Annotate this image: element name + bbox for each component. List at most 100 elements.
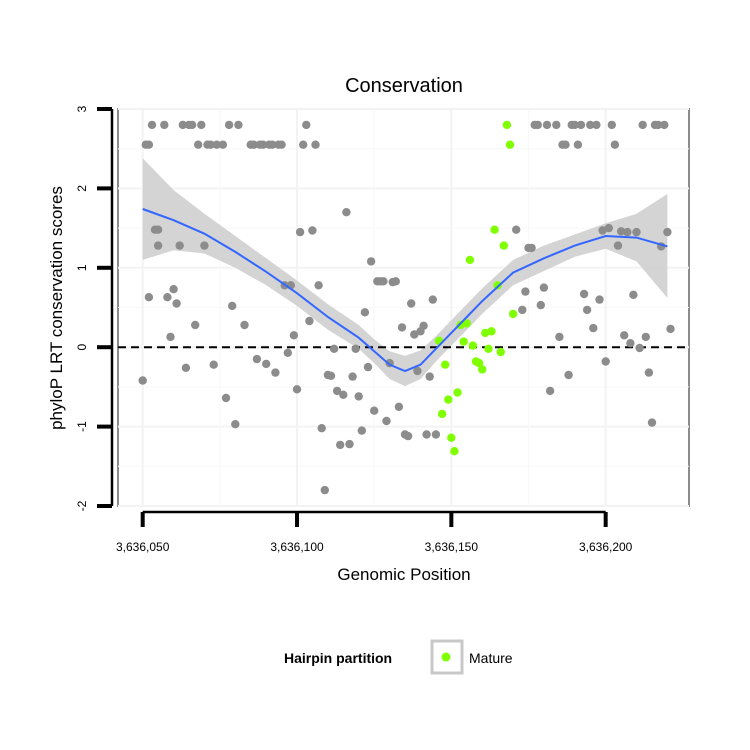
mature-point: [462, 319, 471, 328]
x-tick-label: 3,636,200: [579, 540, 633, 554]
mature-point: [465, 255, 475, 265]
background-point: [666, 324, 675, 334]
y-tick-label: 2: [75, 185, 89, 192]
background-point: [354, 392, 363, 401]
background-point: [595, 295, 604, 304]
background-point: [336, 440, 345, 450]
legend: Hairpin partition Mature: [284, 639, 513, 675]
background-point: [635, 343, 644, 353]
background-point: [397, 323, 407, 332]
background-point: [200, 241, 209, 250]
background-point: [194, 140, 203, 149]
background-point: [311, 140, 320, 149]
background-point: [166, 332, 175, 342]
background-point: [138, 376, 147, 385]
mature-point: [502, 120, 512, 130]
background-point: [357, 426, 366, 435]
background-point: [518, 305, 527, 315]
background-point: [610, 140, 620, 149]
y-axis-label: phyloP LRT conservation scores: [47, 186, 66, 430]
background-point: [542, 120, 552, 130]
background-point: [234, 120, 243, 130]
mature-point: [493, 281, 502, 290]
background-point: [644, 368, 654, 377]
background-point: [277, 140, 286, 149]
background-point: [391, 277, 400, 286]
background-point: [521, 287, 530, 296]
mature-point: [499, 241, 508, 250]
mature-point: [444, 395, 453, 404]
background-point: [332, 386, 342, 396]
smooth-line-layer: [142, 208, 668, 373]
y-axis: -2 -1 0 1 2 3: [75, 105, 114, 511]
legend-title: Hairpin partition: [284, 650, 392, 666]
background-point: [570, 120, 579, 130]
mature-point: [450, 447, 459, 456]
y-tick-label: -2: [75, 500, 89, 511]
background-point: [231, 420, 240, 429]
background-point: [212, 140, 221, 149]
x-tick-label: 3,636,050: [116, 540, 170, 554]
background-point: [240, 320, 249, 330]
background-point: [221, 393, 231, 403]
background-point: [552, 120, 561, 130]
y-tick-label: -1: [75, 421, 89, 432]
background-point: [431, 430, 441, 439]
background-point: [425, 372, 434, 381]
background-point: [209, 360, 218, 369]
x-axis-label: Genomic Position: [337, 565, 470, 584]
background-point: [153, 241, 163, 250]
x-axis: 3,636,050 3,636,100 3,636,150 3,636,200: [116, 510, 633, 554]
x-tick-label: 3,636,150: [425, 540, 479, 554]
background-point: [573, 140, 583, 149]
mature-point: [437, 409, 447, 419]
background-point: [620, 331, 629, 340]
background-point: [579, 289, 589, 299]
background-point: [147, 120, 157, 130]
background-point: [317, 424, 326, 433]
x-tick-label: 3,636,100: [270, 540, 324, 554]
background-point: [564, 370, 573, 380]
background-point: [172, 299, 181, 308]
confidence-ribbon-layer: [142, 158, 668, 387]
background-point: [586, 120, 595, 130]
mature-point: [478, 365, 487, 374]
background-point: [342, 208, 351, 217]
background-point: [616, 227, 626, 236]
background-point: [262, 359, 271, 369]
background-point: [601, 357, 610, 366]
background-point: [647, 418, 657, 427]
points-layer: [138, 120, 675, 495]
background-point: [604, 223, 613, 233]
y-tick-label: 1: [75, 264, 89, 271]
background-point: [289, 331, 299, 340]
background-point: [326, 371, 336, 380]
background-point: [428, 295, 437, 304]
background-point: [592, 120, 601, 130]
background-point: [187, 120, 197, 130]
background-point: [348, 372, 357, 381]
background-point: [539, 283, 549, 292]
background-point: [363, 362, 373, 372]
background-point: [370, 406, 379, 415]
background-point: [305, 316, 314, 326]
smooth-line: [142, 208, 668, 373]
background-point: [545, 386, 555, 396]
background-point: [144, 293, 154, 302]
background-point: [512, 225, 521, 234]
mature-point: [459, 337, 468, 346]
background-point: [299, 140, 308, 149]
background-point: [379, 277, 388, 286]
background-point: [218, 140, 228, 149]
confidence-ribbon: [142, 158, 668, 387]
background-point: [191, 320, 200, 330]
background-point: [394, 402, 404, 411]
background-point: [653, 120, 663, 130]
legend-key-mature: [441, 652, 451, 662]
background-point: [228, 301, 237, 311]
y-tick-label: 3: [75, 105, 89, 112]
background-point: [366, 257, 376, 266]
background-point: [607, 120, 616, 130]
mature-point: [468, 341, 478, 350]
background-point: [561, 140, 570, 149]
